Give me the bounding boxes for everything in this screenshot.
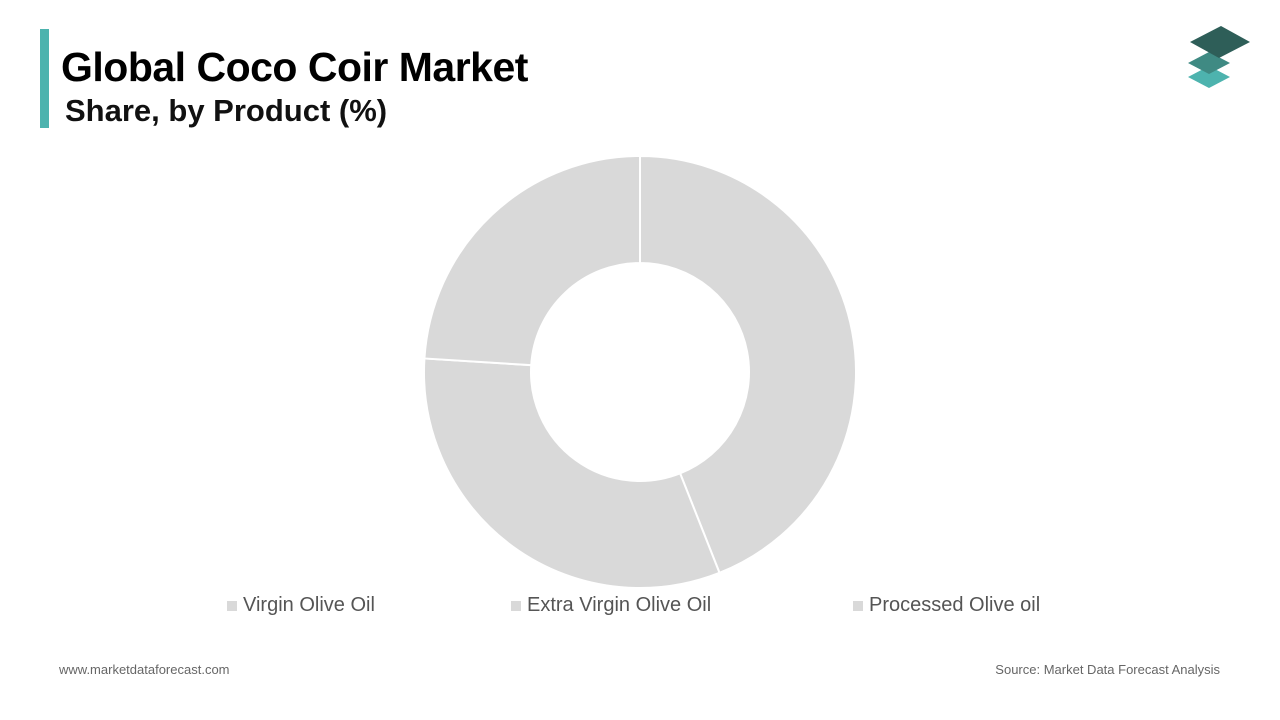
- legend-swatch: [227, 600, 237, 611]
- legend-swatch: [853, 600, 863, 611]
- logo-layer-bottom: [1188, 66, 1230, 88]
- chart-subtitle: Share, by Product (%): [65, 93, 388, 128]
- chart-title: Global Coco Coir Market: [61, 44, 528, 90]
- footer-website[interactable]: www.marketdataforecast.com: [59, 662, 230, 677]
- donut-slice-processed-olive-oil: [423, 154, 641, 367]
- legend-swatch: [511, 600, 521, 611]
- legend-label: Extra Virgin Olive Oil: [527, 594, 712, 616]
- footer-source: Source: Market Data Forecast Analysis: [995, 662, 1220, 677]
- legend-item-virgin-olive-oil: Virgin Olive Oil: [227, 594, 375, 617]
- legend-label: Virgin Olive Oil: [243, 594, 375, 616]
- legend-item-processed-olive-oil: Processed Olive oil: [853, 594, 1040, 617]
- legend-label: Processed Olive oil: [869, 594, 1041, 616]
- stacked-layers-icon: [1188, 26, 1250, 88]
- donut-slice-extra-virgin-olive-oil: [423, 357, 721, 589]
- donut-slice-virgin-olive-oil: [639, 154, 857, 575]
- title-accent-bar: [40, 29, 49, 128]
- legend-item-extra-virgin-olive-oil: Extra Virgin Olive Oil: [511, 594, 711, 617]
- logo-layer-top: [1190, 26, 1250, 58]
